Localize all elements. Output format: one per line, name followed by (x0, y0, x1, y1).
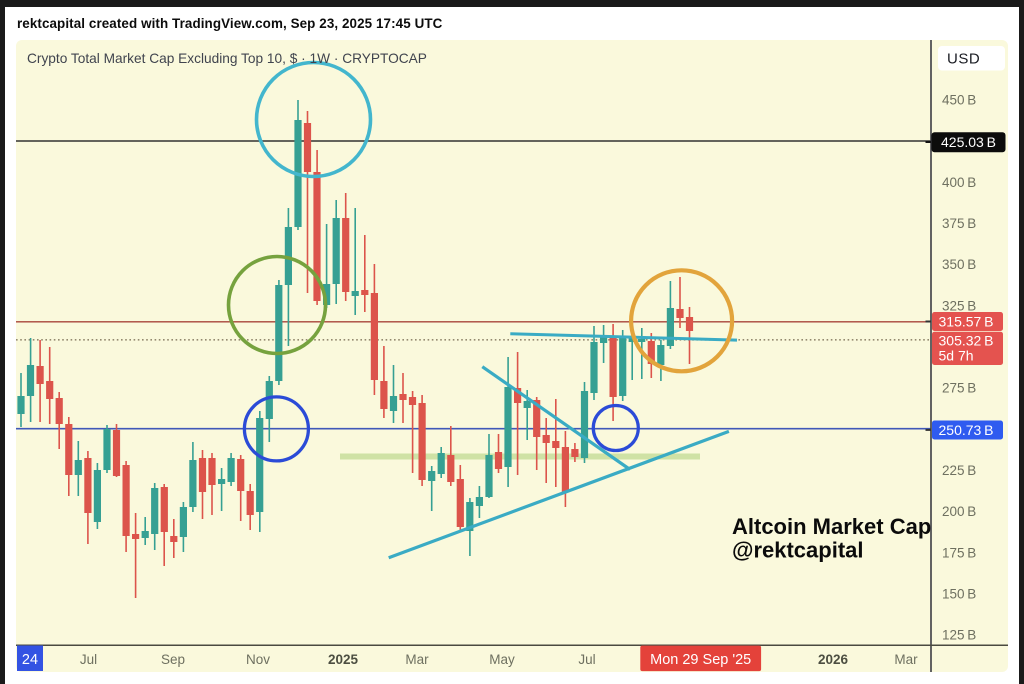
svg-text:Nov: Nov (246, 652, 270, 667)
svg-text:250.73 B: 250.73 B (939, 422, 994, 438)
svg-text:5d 7h: 5d 7h (939, 347, 974, 363)
svg-text:May: May (489, 652, 515, 667)
svg-text:Sep: Sep (161, 652, 185, 667)
svg-text:305.32 B: 305.32 B (939, 332, 994, 348)
svg-text:400 B: 400 B (942, 175, 976, 190)
svg-text:Mar: Mar (894, 652, 918, 667)
svg-text:USD: USD (947, 51, 980, 68)
svg-text:125 B: 125 B (942, 628, 976, 643)
svg-text:Crypto Total Market Cap Exclud: Crypto Total Market Cap Excluding Top 10… (27, 51, 427, 66)
svg-text:Jul: Jul (80, 652, 97, 667)
svg-text:275 B: 275 B (942, 381, 976, 396)
svg-text:Mar: Mar (405, 652, 429, 667)
svg-text:Mon 29 Sep '25: Mon 29 Sep '25 (650, 652, 751, 668)
svg-text:150 B: 150 B (942, 587, 976, 602)
svg-text:325 B: 325 B (942, 298, 976, 313)
svg-text:175 B: 175 B (942, 545, 976, 560)
svg-text:225 B: 225 B (942, 463, 976, 478)
svg-text:24: 24 (22, 652, 38, 668)
svg-text:Altcoin Market Cap: Altcoin Market Cap (732, 514, 931, 539)
svg-text:@rektcapital: @rektcapital (732, 538, 864, 563)
svg-text:425.03 B: 425.03 B (941, 134, 996, 150)
svg-text:375 B: 375 B (942, 216, 976, 231)
svg-text:Jul: Jul (578, 652, 595, 667)
svg-text:200 B: 200 B (942, 504, 976, 519)
svg-text:350 B: 350 B (942, 257, 976, 272)
svg-text:2025: 2025 (328, 652, 359, 667)
svg-text:450 B: 450 B (942, 93, 976, 108)
svg-text:315.57 B: 315.57 B (939, 313, 994, 329)
svg-text:2026: 2026 (818, 652, 849, 667)
